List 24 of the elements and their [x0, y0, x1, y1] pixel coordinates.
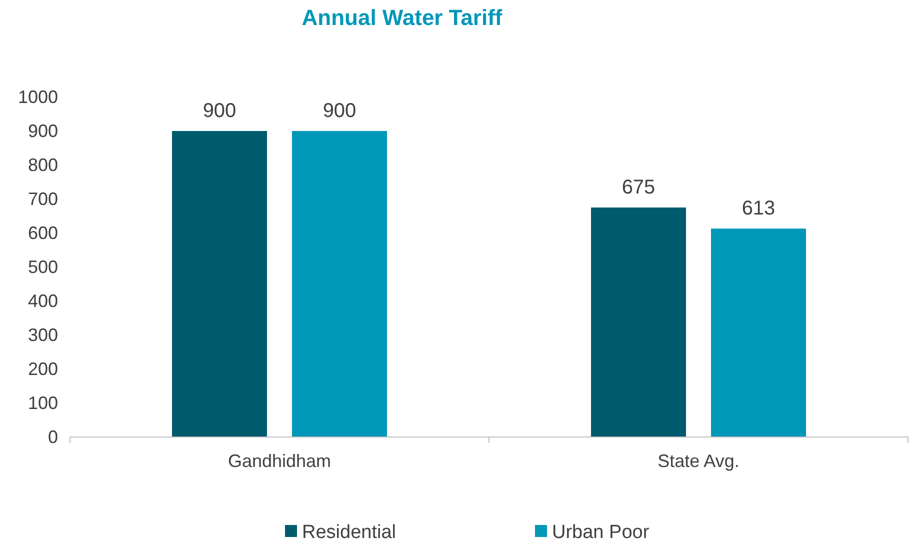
y-tick-label: 800 [28, 155, 58, 175]
y-tick-label: 400 [28, 291, 58, 311]
y-tick-label: 1000 [18, 87, 58, 107]
x-tick-label: State Avg. [658, 451, 740, 471]
chart-title: Annual Water Tariff [302, 5, 503, 30]
data-label: 675 [622, 176, 656, 198]
bar [292, 131, 387, 437]
x-tick-label: Gandhidham [228, 451, 332, 471]
y-tick-label: 900 [28, 121, 58, 141]
legend-label: Residential [302, 522, 396, 543]
y-tick-label: 500 [28, 257, 58, 277]
y-tick-label: 300 [28, 325, 58, 345]
y-tick-label: 600 [28, 223, 58, 243]
data-label: 613 [742, 198, 776, 220]
bar [591, 208, 686, 437]
data-label: 900 [322, 100, 356, 122]
y-tick-label: 700 [28, 189, 58, 209]
bar [711, 228, 806, 437]
bar [172, 131, 267, 437]
y-tick-label: 0 [48, 427, 58, 447]
y-tick-label: 100 [28, 393, 58, 413]
y-tick-label: 200 [28, 359, 58, 379]
legend-label: Urban Poor [552, 522, 650, 543]
data-label: 900 [202, 100, 236, 122]
